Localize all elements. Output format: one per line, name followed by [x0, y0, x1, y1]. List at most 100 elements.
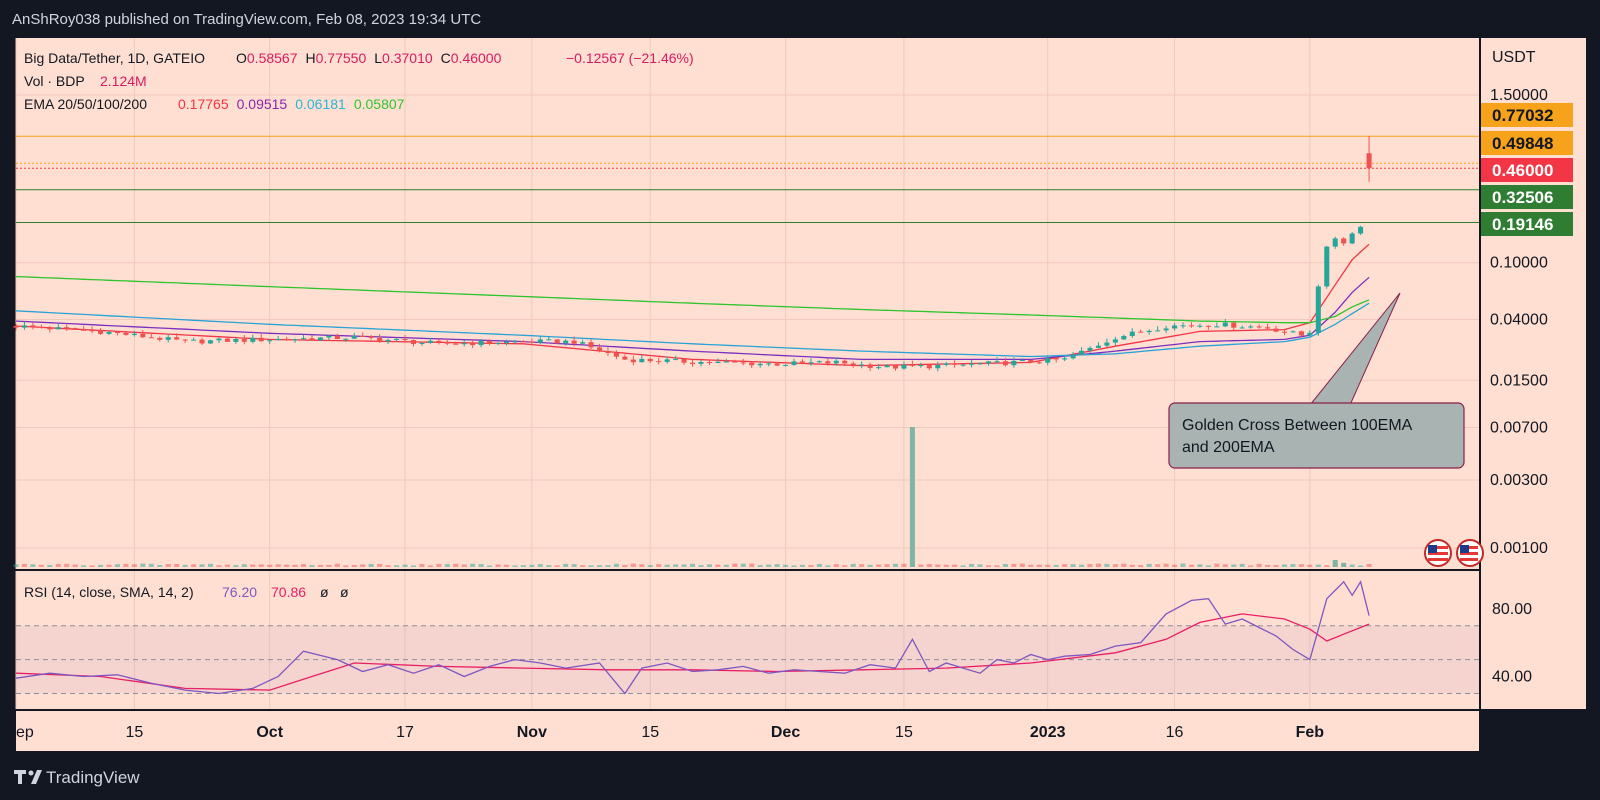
volume-bar — [842, 565, 848, 567]
ema-lines — [15, 243, 1370, 367]
candle-body — [706, 361, 712, 364]
x-axis-bg — [16, 711, 1479, 751]
candle — [732, 359, 738, 363]
volume-bar — [419, 563, 425, 567]
rsi-pane-bg[interactable] — [16, 571, 1479, 709]
candle — [689, 359, 696, 367]
candle — [1256, 324, 1262, 329]
time-tick-9: 16 — [1166, 724, 1184, 741]
volume-bar — [1256, 563, 1262, 567]
candle — [131, 330, 137, 337]
tradingview-logo[interactable]: TradingView — [0, 752, 300, 800]
candle-body — [351, 335, 357, 339]
candle — [1121, 334, 1127, 340]
candle — [791, 358, 797, 366]
volume-bar — [952, 564, 958, 567]
candle — [368, 334, 374, 340]
candle-body — [1298, 331, 1304, 336]
candle-body — [596, 347, 603, 352]
candle-body — [520, 341, 526, 343]
candle-body — [1112, 339, 1118, 343]
volume-bar — [520, 565, 526, 567]
annotation-callout[interactable]: Golden Cross Between 100EMA and 200EMA — [1168, 292, 1465, 469]
candle-body — [1138, 331, 1144, 333]
volume-bar — [1231, 564, 1237, 567]
price-legend: Big Data/Tether, 1D, GATEIO O0.58567 H0.7… — [24, 50, 694, 112]
candle-body — [1045, 358, 1051, 363]
volume-bar — [478, 563, 484, 567]
candle — [960, 364, 966, 367]
ohlc-value-C: 0.46000 — [451, 50, 502, 66]
price-marker-label: 0.77032 — [1492, 106, 1553, 125]
candle-body — [943, 363, 949, 365]
price-pane-bg[interactable] — [16, 38, 1479, 569]
candle-body — [89, 330, 95, 332]
candle-body — [1231, 322, 1237, 328]
volume-bar — [656, 564, 662, 567]
volume-bar — [182, 564, 188, 567]
candle-body — [13, 326, 19, 328]
candle-body — [1019, 359, 1025, 361]
candle — [842, 357, 848, 367]
volume-bar — [647, 565, 653, 567]
volume-bar — [740, 563, 746, 567]
volume-bar — [377, 563, 383, 567]
volume-bar — [613, 563, 619, 567]
candle — [1265, 323, 1271, 330]
candle-body — [487, 340, 493, 344]
candle — [969, 359, 975, 368]
candle-body — [892, 365, 899, 369]
candle — [157, 336, 163, 342]
candle-body — [1188, 325, 1195, 327]
candle — [114, 331, 121, 336]
volume-bar — [495, 564, 501, 567]
volume-bar — [174, 563, 180, 567]
volume-bar — [757, 565, 763, 567]
volume-bar — [1172, 564, 1178, 567]
candle — [343, 338, 349, 343]
candle — [529, 338, 535, 346]
time-tick-4: Nov — [517, 724, 547, 741]
volume-bar — [1188, 564, 1195, 567]
volume-bar — [639, 564, 645, 567]
candle-body — [1172, 325, 1178, 329]
candle — [394, 338, 400, 342]
volume-bar — [241, 564, 247, 567]
candle-body — [1002, 361, 1008, 366]
candle — [613, 350, 619, 360]
rsi-sma-value: 70.86 — [271, 584, 306, 600]
candle — [284, 336, 290, 341]
volume-bar — [1095, 563, 1101, 567]
price-marker-label: 0.46000 — [1492, 161, 1553, 180]
volume-bar — [1205, 565, 1211, 567]
price-tick-6: 0.00100 — [1490, 540, 1548, 557]
candle — [630, 355, 636, 366]
candle-body — [140, 333, 146, 338]
volume-bar — [360, 564, 366, 567]
candle-body — [605, 351, 611, 353]
time-tick-7: 15 — [895, 724, 913, 741]
us-flag-icon-2[interactable] — [1456, 539, 1484, 567]
candle-body — [470, 343, 476, 346]
volume-bar — [267, 564, 273, 567]
volume-bar — [106, 564, 112, 567]
candle-body — [1121, 336, 1127, 340]
candle-body — [563, 340, 569, 344]
candle-body — [1036, 362, 1042, 364]
candle-body — [935, 364, 941, 369]
volume-bar — [918, 564, 924, 567]
time-tick-6: Dec — [771, 724, 800, 741]
candle — [292, 338, 298, 343]
ema-value-1: 0.09515 — [237, 96, 288, 112]
volume-bar — [157, 565, 163, 567]
price-marker-1: 0.49848 — [1481, 131, 1573, 155]
candle — [1366, 135, 1372, 182]
candle-body — [833, 360, 839, 364]
volume-bar — [1214, 563, 1220, 567]
volume-bar — [444, 564, 450, 567]
rsi-band — [16, 625, 1479, 694]
candle — [64, 324, 70, 331]
price-marker-label: 0.49848 — [1492, 134, 1553, 153]
us-flag-icon[interactable] — [1424, 539, 1452, 567]
